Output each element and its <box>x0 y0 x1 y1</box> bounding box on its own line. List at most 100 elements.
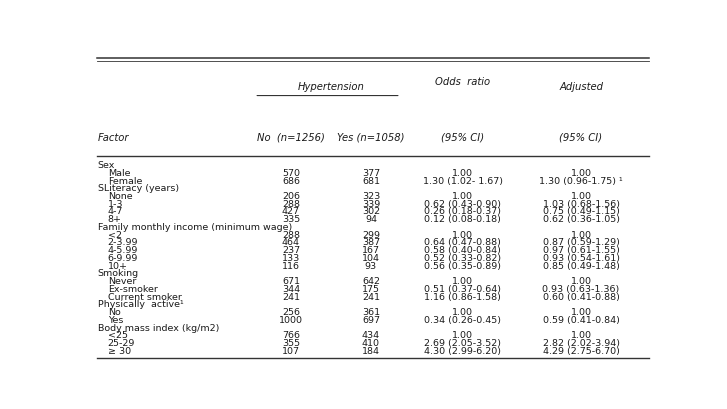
Text: 642: 642 <box>362 276 380 285</box>
Text: Smoking: Smoking <box>97 269 139 278</box>
Text: 387: 387 <box>362 238 380 247</box>
Text: 339: 339 <box>362 199 380 208</box>
Text: Hypertension: Hypertension <box>297 82 364 92</box>
Text: 4-5.99: 4-5.99 <box>108 245 138 254</box>
Text: 0.34 (0.26-0.45): 0.34 (0.26-0.45) <box>425 315 501 324</box>
Text: 1.00: 1.00 <box>452 191 473 200</box>
Text: 10+: 10+ <box>108 261 128 270</box>
Text: Ex-smoker: Ex-smoker <box>108 284 158 293</box>
Text: 288: 288 <box>282 199 300 208</box>
Text: 1.00: 1.00 <box>452 169 473 178</box>
Text: Odds  ratio: Odds ratio <box>435 77 490 87</box>
Text: Factor: Factor <box>97 132 129 142</box>
Text: 8+: 8+ <box>108 215 122 224</box>
Text: 288: 288 <box>282 230 300 239</box>
Text: <2: <2 <box>108 230 122 239</box>
Text: 1.00: 1.00 <box>452 230 473 239</box>
Text: 361: 361 <box>362 307 380 316</box>
Text: 25-29: 25-29 <box>108 338 135 347</box>
Text: 0.52 (0.33-0.82): 0.52 (0.33-0.82) <box>424 253 502 262</box>
Text: 1.00: 1.00 <box>452 276 473 285</box>
Text: 1.00: 1.00 <box>571 307 592 316</box>
Text: 299: 299 <box>362 230 380 239</box>
Text: 1.00: 1.00 <box>571 330 592 339</box>
Text: 107: 107 <box>282 346 300 355</box>
Text: 681: 681 <box>362 176 380 185</box>
Text: 4.29 (2.75-6.70): 4.29 (2.75-6.70) <box>542 346 619 355</box>
Text: 0.93 (0.54-1.61): 0.93 (0.54-1.61) <box>542 253 619 262</box>
Text: 697: 697 <box>362 315 380 324</box>
Text: 175: 175 <box>362 284 380 293</box>
Text: 94: 94 <box>365 215 377 224</box>
Text: 0.62 (0.36-1.05): 0.62 (0.36-1.05) <box>542 215 619 224</box>
Text: 344: 344 <box>282 284 300 293</box>
Text: 93: 93 <box>365 261 377 270</box>
Text: 0.26 (0.18-0.37): 0.26 (0.18-0.37) <box>425 207 501 216</box>
Text: Female: Female <box>108 176 142 185</box>
Text: (95% CI): (95% CI) <box>441 132 484 142</box>
Text: 410: 410 <box>362 338 380 347</box>
Text: 671: 671 <box>282 276 300 285</box>
Text: 6-9.99: 6-9.99 <box>108 253 138 262</box>
Text: 2.69 (2.05-3.52): 2.69 (2.05-3.52) <box>425 338 501 347</box>
Text: 0.75 (0.49-1.15): 0.75 (0.49-1.15) <box>542 207 619 216</box>
Text: ≥ 30: ≥ 30 <box>108 346 131 355</box>
Text: SLiteracy (years): SLiteracy (years) <box>97 184 179 193</box>
Text: Never: Never <box>108 276 136 285</box>
Text: Physically  active¹: Physically active¹ <box>97 299 183 308</box>
Text: 237: 237 <box>282 245 300 254</box>
Text: 116: 116 <box>282 261 300 270</box>
Text: 206: 206 <box>282 191 300 200</box>
Text: 570: 570 <box>282 169 300 178</box>
Text: No: No <box>108 307 121 316</box>
Text: 0.56 (0.35-0.89): 0.56 (0.35-0.89) <box>425 261 501 270</box>
Text: 302: 302 <box>362 207 380 216</box>
Text: 686: 686 <box>282 176 300 185</box>
Text: 0.97 (0.61-1.55): 0.97 (0.61-1.55) <box>542 245 619 254</box>
Text: Yes (n=1058): Yes (n=1058) <box>337 132 405 142</box>
Text: 0.85 (0.49-1.48): 0.85 (0.49-1.48) <box>542 261 619 270</box>
Text: 0.58 (0.40-0.84): 0.58 (0.40-0.84) <box>425 245 501 254</box>
Text: Body mass index (kg/m2): Body mass index (kg/m2) <box>97 323 219 332</box>
Text: 355: 355 <box>282 338 300 347</box>
Text: 1.16 (0.86-1.58): 1.16 (0.86-1.58) <box>425 292 501 301</box>
Text: 1-3: 1-3 <box>108 199 124 208</box>
Text: 167: 167 <box>362 245 380 254</box>
Text: Family monthly income (minimum wage): Family monthly income (minimum wage) <box>97 222 292 231</box>
Text: Adjusted: Adjusted <box>559 82 603 92</box>
Text: 256: 256 <box>282 307 300 316</box>
Text: 1.00: 1.00 <box>571 230 592 239</box>
Text: 323: 323 <box>362 191 380 200</box>
Text: 2-3.99: 2-3.99 <box>108 238 138 247</box>
Text: 464: 464 <box>282 238 300 247</box>
Text: 0.60 (0.41-0.88): 0.60 (0.41-0.88) <box>542 292 619 301</box>
Text: 1.03 (0.68-1.56): 1.03 (0.68-1.56) <box>542 199 619 208</box>
Text: 1.00: 1.00 <box>452 330 473 339</box>
Text: 104: 104 <box>362 253 380 262</box>
Text: 0.59 (0.41-0.84): 0.59 (0.41-0.84) <box>542 315 619 324</box>
Text: 0.12 (0.08-0.18): 0.12 (0.08-0.18) <box>425 215 501 224</box>
Text: 427: 427 <box>282 207 300 216</box>
Text: 4.30 (2.99-6.20): 4.30 (2.99-6.20) <box>425 346 501 355</box>
Text: (95% CI): (95% CI) <box>560 132 603 142</box>
Text: 2.82 (2.02-3.94): 2.82 (2.02-3.94) <box>542 338 619 347</box>
Text: Yes: Yes <box>108 315 123 324</box>
Text: Sex: Sex <box>97 161 115 170</box>
Text: Current smoker: Current smoker <box>108 292 182 301</box>
Text: 0.87 (0.59-1.29): 0.87 (0.59-1.29) <box>542 238 619 247</box>
Text: 0.51 (0.37-0.64): 0.51 (0.37-0.64) <box>425 284 501 293</box>
Text: No  (n=1256): No (n=1256) <box>257 132 325 142</box>
Text: 0.64 (0.47-0.88): 0.64 (0.47-0.88) <box>425 238 501 247</box>
Text: 4-7: 4-7 <box>108 207 123 216</box>
Text: 133: 133 <box>282 253 300 262</box>
Text: 241: 241 <box>362 292 380 301</box>
Text: 184: 184 <box>362 346 380 355</box>
Text: 0.62 (0.43-0.90): 0.62 (0.43-0.90) <box>425 199 501 208</box>
Text: 377: 377 <box>362 169 380 178</box>
Text: <25: <25 <box>108 330 128 339</box>
Text: 434: 434 <box>362 330 380 339</box>
Text: 1.30 (0.96-1.75) ¹: 1.30 (0.96-1.75) ¹ <box>539 176 623 185</box>
Text: 1.00: 1.00 <box>452 307 473 316</box>
Text: 0.93 (0.63-1.36): 0.93 (0.63-1.36) <box>542 284 619 293</box>
Text: 1.00: 1.00 <box>571 276 592 285</box>
